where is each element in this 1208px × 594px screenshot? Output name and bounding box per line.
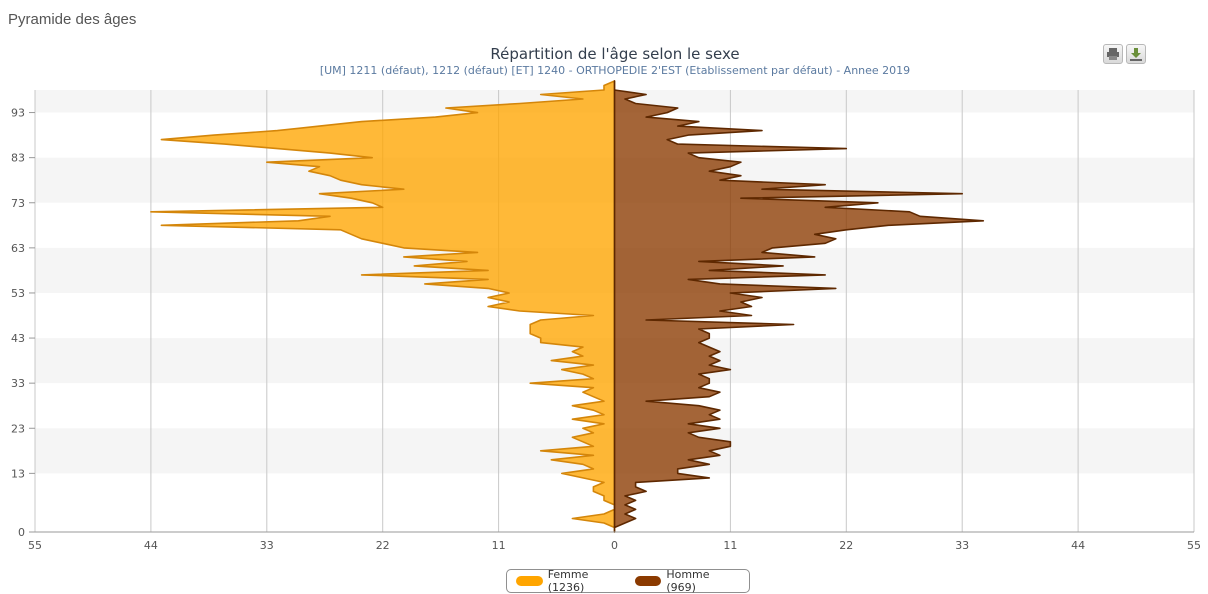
download-icon <box>1130 48 1142 61</box>
series-area-homme <box>613 80 985 533</box>
y-tick-label: 53 <box>11 287 25 300</box>
series-area-femme <box>150 80 616 533</box>
x-tick-label: 22 <box>376 539 390 552</box>
chart-subtitle: [UM] 1211 (défaut), 1212 (défaut) [ET] 1… <box>319 64 911 77</box>
legend-swatch-femme <box>516 576 543 586</box>
y-tick-label: 93 <box>11 107 25 120</box>
page-heading: Pyramide des âges <box>8 11 137 28</box>
x-tick-label: 11 <box>723 539 737 552</box>
print-button[interactable] <box>1103 44 1123 64</box>
printer-icon <box>1107 48 1119 60</box>
x-tick-label: 22 <box>839 539 853 552</box>
y-tick-label: 33 <box>11 377 25 390</box>
x-tick-label: 0 <box>611 539 618 552</box>
legend-label-homme: Homme (969) <box>666 568 710 594</box>
y-tick-label: 63 <box>11 242 25 255</box>
legend-item-femme[interactable]: Femme (1236) <box>516 568 625 594</box>
export-button[interactable] <box>1126 44 1146 64</box>
y-tick-label: 0 <box>18 526 25 539</box>
x-tick-label: 44 <box>1071 539 1085 552</box>
y-tick-label: 83 <box>11 152 25 165</box>
chart-legend: Femme (1236) Homme (969) <box>506 568 750 594</box>
y-tick-label: 13 <box>11 467 25 480</box>
legend-item-homme[interactable]: Homme (969) <box>634 568 739 594</box>
legend-label-femme: Femme (1236) <box>547 568 589 594</box>
x-tick-label: 33 <box>260 539 274 552</box>
x-tick-label: 33 <box>955 539 969 552</box>
x-tick-label: 11 <box>492 539 506 552</box>
chart-title: Répartition de l'âge selon le sexe <box>490 45 740 63</box>
legend-swatch-homme <box>634 576 662 586</box>
x-tick-label: 55 <box>1187 539 1201 552</box>
x-tick-label: 55 <box>28 539 42 552</box>
y-tick-label: 23 <box>11 422 25 435</box>
y-tick-label: 43 <box>11 332 25 345</box>
y-tick-label: 73 <box>11 197 25 210</box>
x-tick-label: 44 <box>144 539 158 552</box>
